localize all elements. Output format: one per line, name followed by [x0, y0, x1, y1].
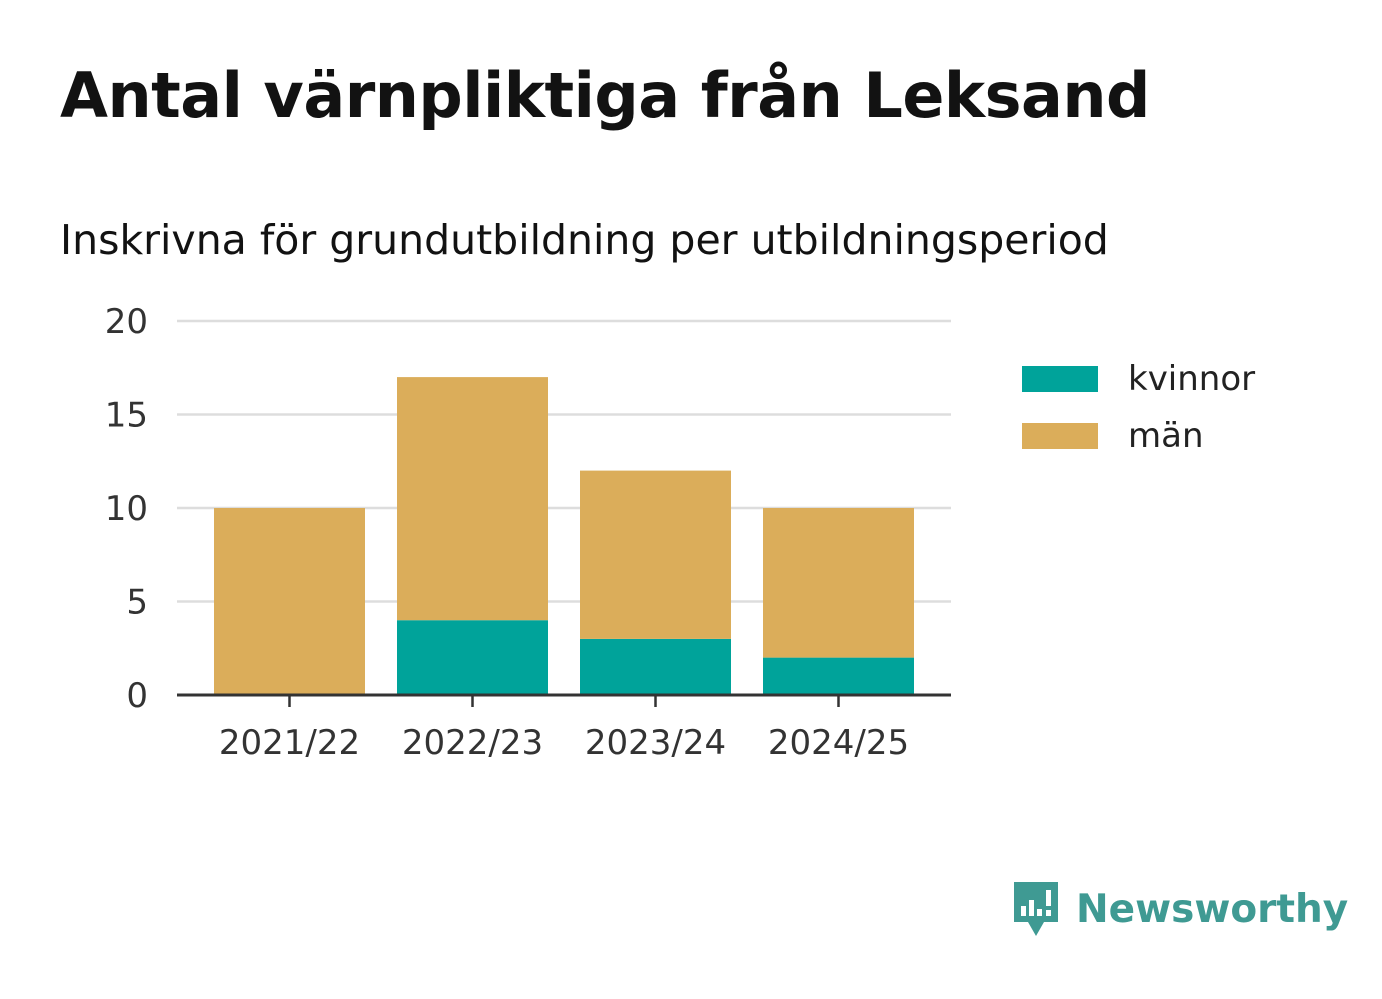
bar-kvinnor-2024-25: [763, 657, 914, 695]
legend-label-man: män: [1128, 416, 1204, 456]
y-tick-label-20: 20: [105, 302, 148, 342]
bar-man-2023-24: [580, 470, 731, 639]
chart-legend: kvinnor män: [1022, 356, 1255, 470]
y-tick-label-5: 5: [126, 583, 148, 623]
chart-subtitle: Inskrivna för grundutbildning per utbild…: [60, 216, 1109, 264]
chart-title: Antal värnpliktiga från Leksand: [60, 59, 1150, 132]
y-tick-label-0: 0: [126, 676, 148, 716]
legend-item-kvinnor: kvinnor: [1022, 356, 1255, 402]
legend-label-kvinnor: kvinnor: [1128, 359, 1256, 399]
bar-man-2021-22: [214, 508, 365, 695]
legend-item-man: män: [1022, 413, 1255, 459]
legend-swatch-kvinnor: [1022, 366, 1098, 392]
newsworthy-logo-icon: [1014, 882, 1058, 936]
legend-swatch-man: [1022, 423, 1098, 449]
bar-man-2024-25: [763, 508, 914, 658]
bar-man-2022-23: [397, 377, 548, 621]
brand-name: Newsworthy: [1076, 886, 1349, 932]
x-tick-label-2023-24: 2023/24: [585, 723, 726, 763]
x-tick-label-2024-25: 2024/25: [768, 723, 909, 763]
bar-kvinnor-2022-23: [397, 620, 548, 695]
x-tick-label-2022-23: 2022/23: [402, 723, 543, 763]
x-tick-label-2021-22: 2021/22: [219, 723, 360, 763]
brand-logo: Newsworthy: [1010, 878, 1348, 940]
bar-kvinnor-2023-24: [580, 638, 731, 695]
y-tick-label-15: 15: [105, 396, 148, 436]
y-tick-label-10: 10: [105, 489, 148, 529]
